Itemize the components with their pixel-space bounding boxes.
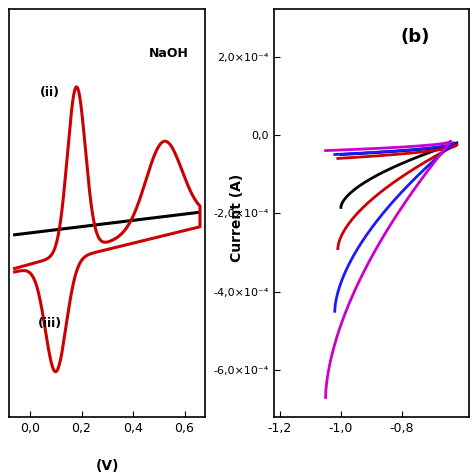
Text: (ii): (ii) [40, 86, 60, 99]
Text: NaOH: NaOH [148, 46, 188, 60]
Text: Current (A): Current (A) [230, 174, 244, 262]
Text: (V): (V) [96, 459, 119, 473]
Text: (iii): (iii) [38, 317, 62, 330]
Text: (b): (b) [401, 28, 430, 46]
